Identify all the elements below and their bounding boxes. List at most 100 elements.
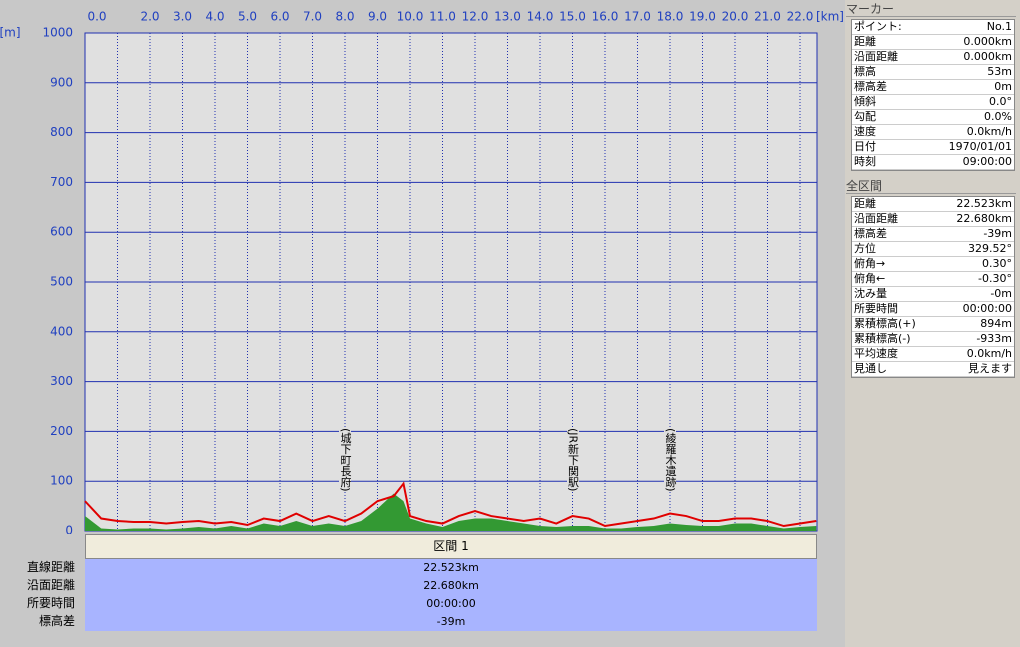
row-value: -933m xyxy=(976,332,1012,345)
terrain-area xyxy=(85,493,817,531)
row-value: 0.000km xyxy=(963,50,1012,63)
panel-row: 見通し 見えます xyxy=(852,362,1014,377)
y-tick-label: 1000 xyxy=(42,26,73,40)
row-label: 累積標高(-) xyxy=(854,332,911,345)
x-tick-label: 9.0 xyxy=(368,10,387,24)
annotation: (城下町長府) xyxy=(339,428,352,492)
y-tick-label: 200 xyxy=(50,424,73,438)
x-tick-label: 10.0 xyxy=(397,10,424,24)
row-label: 沈み量 xyxy=(854,287,887,300)
x-tick-label: 19.0 xyxy=(689,10,716,24)
row-label: 勾配 xyxy=(854,110,876,123)
panel-row: 標高差 -39m xyxy=(852,227,1014,242)
panel-row: 平均速度 0.0km/h xyxy=(852,347,1014,362)
panel-row: 累積標高(-) -933m xyxy=(852,332,1014,347)
x-tick-label: 0.0 xyxy=(87,10,106,24)
row-value: 0.0km/h xyxy=(966,125,1012,138)
row-label: 時刻 xyxy=(854,155,876,168)
panel-row: 沿面距離 22.680km xyxy=(852,212,1014,227)
row-label: 俯角→ xyxy=(854,257,886,270)
chart: [m] [km] 0 100 200 300 400 500 600 700 800 900 100… xyxy=(0,10,844,538)
row-value: 0.0km/h xyxy=(966,347,1012,360)
x-tick-label: 7.0 xyxy=(303,10,322,24)
row-value: 0.0° xyxy=(989,95,1012,108)
row-label: 距離 xyxy=(854,197,876,210)
row-label: 沿面距離 xyxy=(854,50,898,63)
annotation: (JR新下関駅) xyxy=(566,428,580,492)
panel-row: 時刻 09:00:00 xyxy=(852,155,1014,170)
panel-table: ポイント: No.1 距離 0.000km 沿面距離 0.000km 標高 53m 標高差 0m 傾… xyxy=(851,19,1015,171)
row-label: 標高 xyxy=(854,65,876,78)
x-tick-label: 18.0 xyxy=(657,10,684,24)
y-tick-label: 100 xyxy=(50,474,73,488)
panel-row: 俯角← -0.30° xyxy=(852,272,1014,287)
panel-row: 方位 329.52° xyxy=(852,242,1014,257)
profile-area: [m] [km] 0 100 200 300 400 500 600 700 800 900 100… xyxy=(0,0,845,647)
annotation: (綾羅木遺跡) xyxy=(664,428,677,492)
row-label: 所要時間 xyxy=(854,302,898,315)
y-tick-label: 500 xyxy=(50,275,73,289)
row-value: -0m xyxy=(990,287,1012,300)
row-label: 標高差 xyxy=(854,80,887,93)
panel-row: 傾斜 0.0° xyxy=(852,95,1014,110)
row-value: No.1 xyxy=(986,20,1012,33)
segment-value: -39m xyxy=(85,613,817,631)
y-tick-label: 900 xyxy=(50,75,73,89)
row-value: 53m xyxy=(987,65,1012,78)
x-tick-label: 4.0 xyxy=(205,10,224,24)
row-value: -0.30° xyxy=(978,272,1012,285)
panel-title: マーカー xyxy=(846,2,1016,17)
x-tick-label: 20.0 xyxy=(722,10,749,24)
x-tick-label: 12.0 xyxy=(462,10,489,24)
y-tick-label: 700 xyxy=(50,175,73,189)
elevation-line xyxy=(84,481,817,528)
row-value: 0.0% xyxy=(984,110,1012,123)
y-tick-label: 300 xyxy=(50,374,73,388)
row-value: 22.523km xyxy=(956,197,1012,210)
row-label: 見通し xyxy=(854,362,887,375)
x-tick-label: 13.0 xyxy=(494,10,521,24)
x-tick-label: 16.0 xyxy=(592,10,619,24)
row-value: 894m xyxy=(980,317,1012,330)
segment-label: 所要時間 xyxy=(26,596,75,610)
panel-row: 沈み量 -0m xyxy=(852,287,1014,302)
x-tick-label: 17.0 xyxy=(624,10,651,24)
segment-label: 直線距離 xyxy=(26,560,75,574)
x-tick-label: 11.0 xyxy=(429,10,456,24)
panel-row: 日付 1970/01/01 xyxy=(852,140,1014,155)
row-value: 329.52° xyxy=(968,242,1012,255)
panel-row: 標高差 0m xyxy=(852,80,1014,95)
y-unit: [m] xyxy=(0,26,21,40)
row-label: 累積標高(+) xyxy=(854,317,916,330)
row-value: 22.680km xyxy=(956,212,1012,225)
panel-row: 累積標高(+) 894m xyxy=(852,317,1014,332)
panel-row: 速度 0.0km/h xyxy=(852,125,1014,140)
row-label: 距離 xyxy=(854,35,876,48)
panel-row: 沿面距離 0.000km xyxy=(852,50,1014,65)
row-label: 日付 xyxy=(854,140,876,153)
row-value: 0.30° xyxy=(982,257,1012,270)
x-tick-label: 3.0 xyxy=(173,10,192,24)
row-value: -39m xyxy=(983,227,1012,240)
segment-label: 沿面距離 xyxy=(26,578,75,592)
panel-row: 距離 0.000km xyxy=(852,35,1014,50)
row-label: 俯角← xyxy=(854,272,886,285)
x-tick-label: 2.0 xyxy=(140,10,159,24)
x-unit: [km] xyxy=(816,10,844,24)
row-label: 平均速度 xyxy=(854,347,898,360)
row-value: 1970/01/01 xyxy=(948,140,1012,153)
x-tick-label: 21.0 xyxy=(754,10,781,24)
panel-row: 標高 53m xyxy=(852,65,1014,80)
y-tick-label: 800 xyxy=(50,125,73,139)
panel-row: ポイント: No.1 xyxy=(852,20,1014,35)
segment-table: 区間 1 22.523km 22.680km 00:00:00 -39m xyxy=(85,534,817,631)
y-tick-label: 600 xyxy=(50,225,73,239)
row-label: 沿面距離 xyxy=(854,212,898,225)
panel-table: 距離 22.523km 沿面距離 22.680km 標高差 -39m 方位 329.52° 俯角… xyxy=(851,196,1015,378)
x-tick-label: 14.0 xyxy=(527,10,554,24)
panel-row: 俯角→ 0.30° xyxy=(852,257,1014,272)
y-tick-label: 400 xyxy=(50,324,73,338)
x-tick-label: 22.0 xyxy=(787,10,814,24)
panel-row: 所要時間 00:00:00 xyxy=(852,302,1014,317)
